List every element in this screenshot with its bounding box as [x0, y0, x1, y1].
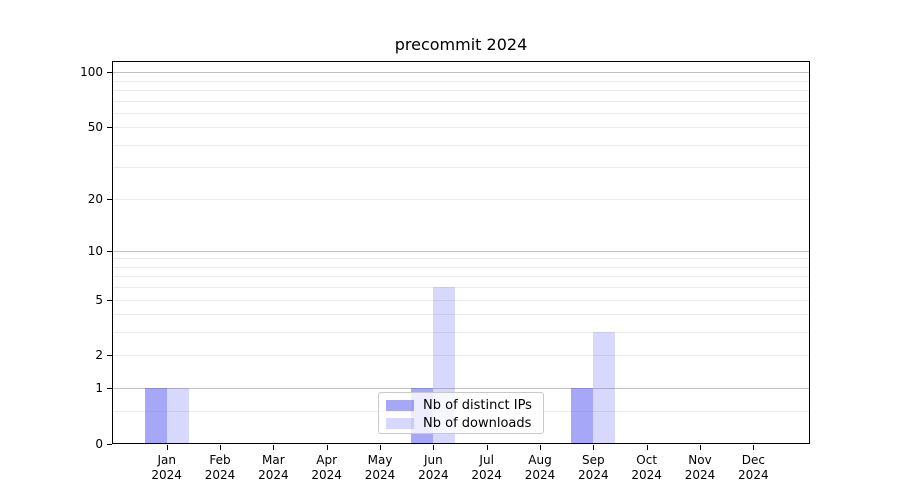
gridline-minor — [112, 127, 810, 129]
x-tick-label-month: Jul — [479, 453, 494, 467]
x-tick — [700, 445, 701, 450]
x-tick-label-year: 2024 — [578, 468, 609, 482]
y-tick-label: 20 — [87, 191, 103, 206]
y-tick-label: 0 — [95, 437, 103, 451]
y-tick-label: 1 — [95, 381, 103, 396]
gridline-major — [112, 388, 810, 390]
x-tick-label-year: 2024 — [684, 468, 716, 482]
legend-item-distinct-ips: Nb of distinct IPs — [379, 396, 543, 414]
gridline-minor — [112, 89, 810, 91]
x-tick-label: Apr 2024 — [297, 453, 357, 483]
x-tick-label: Feb 2024 — [190, 453, 250, 483]
x-tick — [486, 445, 488, 450]
legend-item-downloads: Nb of downloads — [379, 414, 543, 432]
x-tick — [753, 445, 755, 450]
plot-area — [112, 61, 810, 444]
x-tick-label: Mar 2024 — [243, 453, 303, 483]
x-tick-label: Aug 2024 — [510, 453, 570, 483]
gridline-minor — [112, 167, 810, 169]
x-tick-label: Sep 2024 — [563, 453, 623, 483]
y-tick — [107, 72, 112, 74]
x-tick-label-month: Apr — [316, 453, 338, 467]
y-tick — [107, 444, 112, 445]
x-tick-label-year: 2024 — [364, 468, 396, 482]
bar-downloads — [593, 332, 616, 444]
x-tick-label: Jun 2024 — [403, 453, 463, 483]
gridline-minor — [112, 144, 810, 146]
bar-distinct-ips — [144, 388, 167, 444]
gridline-minor — [112, 112, 810, 114]
bar-distinct-ips — [571, 388, 594, 444]
x-tick-label-month: Feb — [209, 453, 231, 467]
x-tick-label-year: 2024 — [311, 468, 342, 482]
gridline-major — [112, 250, 810, 252]
x-tick-label: Oct 2024 — [617, 453, 677, 483]
y-tick — [107, 388, 112, 390]
x-tick — [433, 445, 435, 450]
x-tick-label: Dec 2024 — [723, 453, 783, 483]
x-tick — [273, 445, 275, 450]
x-tick-label-year: 2024 — [524, 468, 556, 482]
x-tick-label-month: Jan — [157, 453, 176, 467]
x-tick-label-month: Sep — [582, 453, 605, 467]
y-tick — [107, 127, 112, 129]
x-tick-label-year: 2024 — [151, 468, 182, 482]
chart-title: precommit 2024 — [394, 35, 528, 54]
gridline-minor — [112, 299, 810, 301]
x-tick-label-year: 2024 — [418, 468, 449, 482]
y-tick — [107, 355, 112, 357]
bar-downloads — [166, 388, 189, 444]
legend-label-distinct-ips: Nb of distinct IPs — [423, 397, 532, 413]
gridline-minor — [112, 100, 810, 102]
x-tick — [540, 445, 541, 450]
x-tick-label: May 2024 — [350, 453, 410, 483]
legend-swatch-downloads — [386, 417, 414, 429]
x-tick-label-year: 2024 — [258, 468, 289, 482]
y-tick — [107, 299, 112, 301]
gridline-minor — [112, 355, 810, 357]
x-tick — [220, 445, 222, 450]
y-tick-label: 2 — [95, 348, 103, 363]
x-tick-label-year: 2024 — [738, 468, 769, 482]
x-tick-label-year: 2024 — [204, 468, 236, 482]
x-tick-label-month: May — [367, 453, 393, 467]
gridline-minor — [112, 258, 810, 260]
x-tick-label-month: Oct — [636, 453, 658, 467]
gridline-minor — [112, 80, 810, 82]
gridline-minor — [112, 287, 810, 289]
legend-swatch-distinct-ips — [386, 399, 414, 411]
y-tick-label: 100 — [80, 65, 103, 80]
x-tick — [380, 445, 382, 450]
y-tick-label: 50 — [87, 120, 103, 135]
y-tick-label: 10 — [87, 243, 103, 258]
x-tick-label: Nov 2024 — [670, 453, 730, 483]
x-tick — [326, 445, 328, 450]
y-tick — [107, 198, 112, 200]
x-tick-label-year: 2024 — [471, 468, 502, 482]
x-tick-label-month: Aug — [528, 453, 552, 467]
legend: Nb of distinct IPs Nb of downloads — [378, 392, 544, 434]
legend-label-downloads: Nb of downloads — [423, 415, 532, 431]
gridline-minor — [112, 276, 810, 278]
x-tick-label-month: Jun — [423, 453, 443, 467]
x-tick — [593, 445, 595, 450]
y-tick-label: 5 — [95, 292, 103, 307]
gridline-minor — [112, 314, 810, 316]
x-tick-label: Jul 2024 — [457, 453, 517, 483]
gridline-minor — [112, 198, 810, 200]
x-tick-label-month: Mar — [262, 453, 285, 467]
x-tick-label-year: 2024 — [631, 468, 662, 482]
gridline-major — [112, 72, 810, 74]
x-tick-label-month: Dec — [741, 453, 765, 467]
x-tick-label-month: Nov — [688, 453, 712, 467]
x-tick — [646, 445, 648, 450]
y-tick — [107, 250, 112, 252]
x-tick — [166, 445, 168, 450]
gridline-minor — [112, 266, 810, 268]
x-tick-label: Jan 2024 — [137, 453, 197, 483]
gridline-minor — [112, 332, 810, 334]
